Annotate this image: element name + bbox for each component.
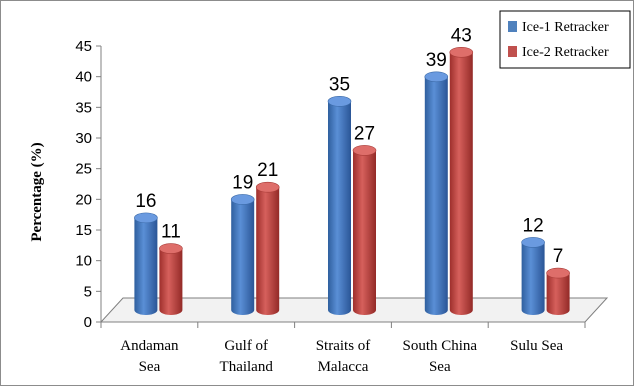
bar-body (353, 150, 376, 315)
y-tick-label: 30 (75, 130, 92, 147)
bar-body (328, 101, 351, 315)
y-tick-label: 45 (75, 38, 92, 55)
data-label: 12 (523, 215, 544, 236)
y-tick-label: 25 (75, 161, 92, 178)
data-label: 39 (426, 50, 447, 71)
y-tick-label: 40 (75, 69, 92, 86)
data-label: 7 (553, 246, 564, 267)
bar (327, 96, 352, 315)
bar-top (424, 71, 449, 83)
bar-body (424, 76, 448, 315)
x-category-label: Sulu Sea (510, 338, 563, 354)
bar-body (231, 199, 255, 315)
data-label: 19 (232, 172, 253, 193)
y-axis-title: Percentage (%) (29, 142, 45, 241)
bar-body (134, 217, 158, 315)
bar-body (546, 273, 570, 315)
bar-top (255, 181, 280, 193)
bar (352, 145, 377, 315)
legend-box (499, 10, 631, 69)
x-category-label: Straits of Malacca (316, 338, 371, 375)
bar-top (134, 212, 158, 224)
y-tick-label: 35 (75, 99, 92, 116)
y-tick-label: 10 (75, 253, 92, 270)
bar-body (159, 248, 183, 315)
bar-top (521, 237, 545, 248)
data-label: 16 (135, 191, 156, 212)
bar (424, 71, 449, 315)
bar (521, 237, 545, 315)
legend-swatch (508, 46, 517, 57)
data-label: 27 (354, 123, 375, 144)
x-category-label: Gulf of Thailand (220, 338, 274, 375)
bar-top (159, 243, 183, 254)
bar (134, 212, 158, 315)
bar-body (449, 52, 473, 316)
data-label: 11 (161, 222, 181, 243)
bar-top (546, 267, 570, 279)
bar (159, 243, 183, 315)
x-category-label: South China Sea (403, 338, 478, 375)
bar-body (256, 187, 280, 315)
data-label: 21 (257, 160, 278, 181)
bar-top (449, 46, 474, 58)
data-label: 35 (329, 74, 350, 95)
y-tick-label: 5 (84, 283, 92, 300)
legend-label: Ice-1 Retracker (522, 20, 609, 35)
y-tick-label: 0 (84, 314, 92, 331)
bar (230, 194, 255, 315)
bar-top (327, 96, 352, 107)
y-tick-label: 15 (75, 222, 92, 239)
legend-label: Ice-2 Retracker (522, 45, 609, 60)
data-label: 43 (451, 25, 472, 46)
bar (255, 181, 280, 315)
bar-top (230, 194, 255, 205)
x-category-label: Andaman Sea (120, 338, 179, 375)
y-tick-label: 20 (75, 191, 92, 208)
bar (449, 46, 474, 316)
bar-body (521, 242, 545, 315)
legend-swatch (508, 21, 517, 32)
bar-top (352, 145, 377, 156)
bar (546, 267, 570, 315)
